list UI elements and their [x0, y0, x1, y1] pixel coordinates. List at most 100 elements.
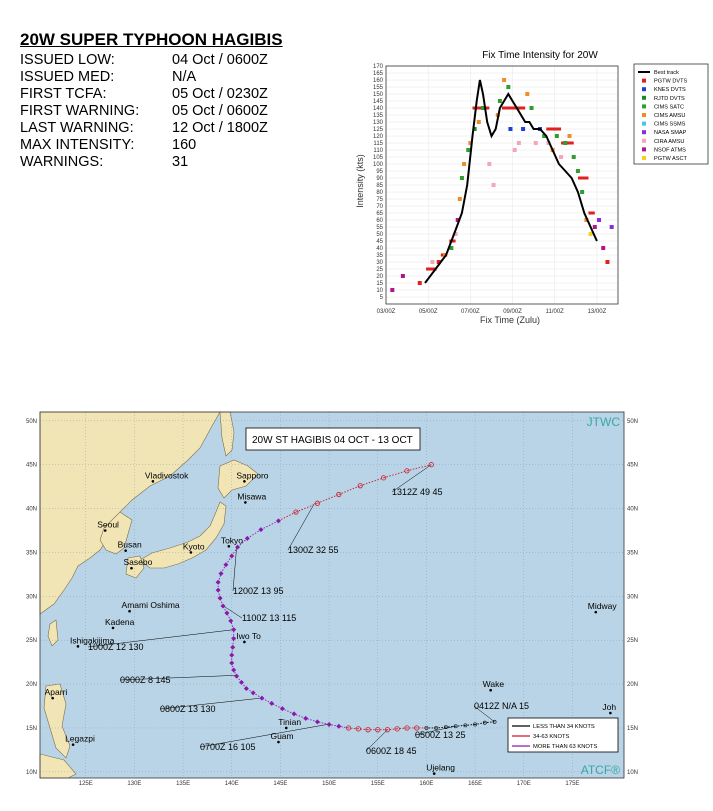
legend-swatch [642, 95, 646, 100]
fix-point [455, 218, 460, 222]
track-annotation: 1312Z 49 45 [392, 487, 443, 497]
legend-label: PGTW DVTS [654, 79, 688, 85]
track-point [434, 726, 439, 730]
annotation-leader [199, 724, 328, 748]
lat-label-right: 45N [627, 463, 638, 469]
track-annotation: 0412Z N/A 15 [474, 701, 529, 711]
place-label: Kyoto [183, 541, 205, 551]
place-label: Legazpi [65, 734, 95, 744]
fix-point [605, 260, 610, 264]
track-annotation: 1100Z 13 115 [242, 613, 296, 623]
place-label: Aparri [45, 687, 68, 697]
y-tick-label: 10 [376, 288, 383, 294]
place-marker [277, 740, 280, 744]
fix-point [466, 148, 471, 152]
place-marker [227, 544, 231, 548]
land-hokkaido [217, 459, 259, 499]
annotation-leader [287, 503, 315, 551]
track-annotation: 1200Z 13 95 [233, 586, 284, 596]
track-segment [338, 485, 361, 495]
summary-key: ISSUED LOW: [20, 52, 115, 68]
track-segment [305, 717, 318, 723]
track-point [235, 544, 241, 550]
legend-swatch [642, 78, 646, 83]
track-point [259, 695, 265, 701]
atcf-logo: ATCF® [581, 763, 620, 777]
summary-row-issued-low: ISSUED LOW: 04 Oct / 0600Z [20, 52, 340, 69]
fix-point [506, 85, 511, 89]
place-label: Ishigakijima [70, 635, 115, 645]
summary-value: 12 Oct / 1800Z [172, 120, 268, 136]
track-point [229, 553, 235, 559]
legend-swatch [642, 156, 646, 160]
place-label: Joh [602, 702, 616, 712]
track-point [336, 723, 342, 729]
track-point [428, 462, 434, 468]
legend-label: CIMS SSMS [654, 122, 686, 128]
fix-point [512, 148, 517, 152]
track-segment [282, 708, 295, 715]
place-label: Guam [270, 731, 293, 741]
y-tick-label: 90 [376, 176, 383, 182]
track-map: 125E 130E 135E 140E 145E 150E 155E 160E 165E 170E… [20, 408, 644, 786]
lon-label: 155E [371, 781, 385, 786]
legend-swatch [642, 147, 646, 152]
track-point [224, 610, 230, 616]
fix-point [476, 120, 481, 124]
track-segment [383, 470, 408, 479]
summary-key: FIRST WARNING: [20, 103, 140, 119]
x-tick-label: 11/00Z [546, 309, 565, 315]
place-label: Seoul [97, 519, 119, 529]
track-annotations: 1312Z 49 45 1300Z 32 55 1200Z 13 95 1100Z 1… [88, 487, 529, 756]
x-axis-label: Fix Time (Zulu) [480, 315, 540, 325]
fix-point [436, 260, 441, 264]
place-label: Tokyo [221, 535, 243, 545]
track-point [314, 500, 320, 506]
legend-label: CIMS AMSU [654, 113, 685, 119]
y-tick-label: 155 [373, 85, 384, 91]
lat-lon-labels: 125E 130E 135E 140E 145E 150E 155E 160E 165E 170E… [26, 419, 638, 786]
map-legend-label: MORE THAN 63 KNOTS [533, 744, 597, 750]
chart-gridlines [385, 65, 618, 304]
summary-row-max-intensity: MAX INTENSITY: 160 [20, 137, 340, 154]
fix-point [601, 246, 606, 250]
legend-label: PGTW ASCT [654, 156, 688, 162]
track-point [231, 667, 237, 673]
summary-row-warnings: WARNINGS: 31 [20, 154, 340, 171]
x-tick-labels: 03/00Z 05/00Z 07/00Z 09/00Z 11/00Z 13/00Z [377, 309, 607, 315]
track-point [345, 725, 352, 731]
lat-label-right: 10N [627, 770, 638, 776]
track-point [463, 723, 468, 728]
place-marker [189, 551, 193, 554]
place-label: Amami Oshima [122, 600, 180, 610]
track-point [215, 579, 221, 585]
track-point [365, 727, 371, 733]
legend-box [633, 63, 709, 165]
track-point [244, 535, 250, 541]
track-point [231, 627, 237, 633]
track-point [215, 587, 221, 593]
fix-point [609, 225, 614, 229]
fix-point [554, 134, 559, 138]
track-point [228, 618, 234, 624]
track-segment [260, 520, 279, 531]
summary-row-first-tcfa: FIRST TCFA: 05 Oct / 0230Z [20, 86, 340, 103]
annotation-leaders [87, 464, 495, 752]
lat-label-right: 30N [627, 594, 638, 600]
storm-summary: 20W SUPER TYPHOON HAGIBIS ISSUED LOW: 04… [20, 30, 340, 171]
y-tick-label: 145 [373, 99, 384, 105]
track-point [453, 724, 458, 729]
legend-label: NSOF ATMS [654, 147, 686, 153]
y-tick-label: 5 [380, 295, 384, 301]
lon-label: 170E [517, 781, 531, 786]
summary-row-last-warning: LAST WARNING: 12 Oct / 1800Z [20, 120, 340, 137]
y-tick-label: 115 [373, 141, 383, 147]
fix-point [453, 232, 458, 236]
track-point [234, 673, 240, 679]
legend-items: Best track PGTW DVTS KNES DVTS RJTD DVTS CIM… [638, 70, 688, 162]
chart-title: Fix Time Intensity for 20W [482, 50, 598, 61]
fix-point [468, 141, 473, 145]
fix-point [533, 141, 538, 145]
lon-label: 140E [225, 781, 239, 786]
track-point [326, 721, 332, 727]
